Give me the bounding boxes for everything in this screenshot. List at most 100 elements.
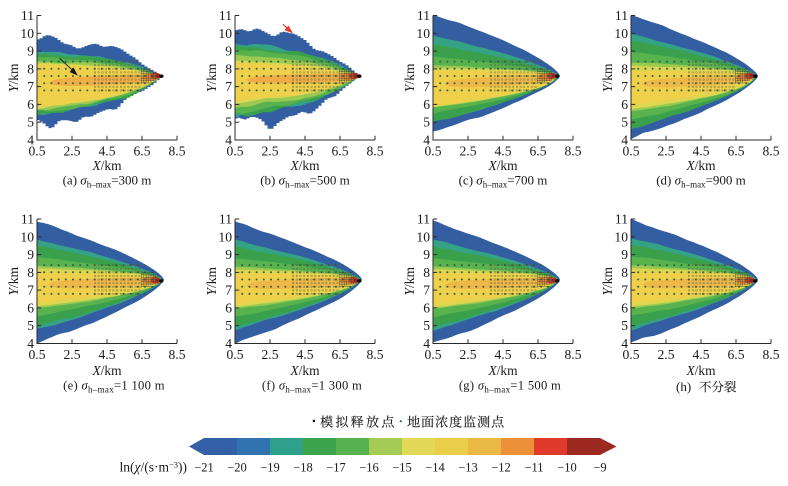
svg-text:11: 11 <box>21 212 34 227</box>
svg-text:X/km: X/km <box>685 158 716 173</box>
svg-text:9: 9 <box>27 247 34 262</box>
svg-text:Y/km: Y/km <box>6 266 21 295</box>
svg-text:8.5: 8.5 <box>565 144 582 159</box>
svg-text:Y/km: Y/km <box>6 63 21 92</box>
svg-text:10: 10 <box>218 229 232 244</box>
svg-text:8.5: 8.5 <box>763 144 780 159</box>
svg-text:4.5: 4.5 <box>297 144 314 159</box>
svg-text:4: 4 <box>621 133 628 148</box>
svg-text:2.5: 2.5 <box>64 347 81 362</box>
svg-text:6: 6 <box>621 97 628 112</box>
svg-text:9: 9 <box>621 247 628 262</box>
svg-text:8: 8 <box>621 265 628 280</box>
svg-text:6.5: 6.5 <box>728 144 745 159</box>
svg-text:2.5: 2.5 <box>64 144 81 159</box>
svg-text:10: 10 <box>218 26 232 41</box>
svg-text:10: 10 <box>20 26 34 41</box>
svg-text:6.5: 6.5 <box>134 347 151 362</box>
svg-text:5: 5 <box>225 115 232 130</box>
svg-text:8.5: 8.5 <box>367 347 384 362</box>
svg-text:5: 5 <box>423 318 430 333</box>
svg-text:4.5: 4.5 <box>99 347 116 362</box>
svg-text:−11: −11 <box>524 460 543 474</box>
svg-text:7: 7 <box>621 79 628 94</box>
svg-text:8: 8 <box>27 61 34 76</box>
svg-text:6: 6 <box>423 300 430 315</box>
svg-text:8.5: 8.5 <box>565 347 582 362</box>
svg-text:2.5: 2.5 <box>658 144 675 159</box>
svg-text:−21: −21 <box>194 460 214 474</box>
svg-text:11: 11 <box>615 212 628 227</box>
svg-text:4.5: 4.5 <box>693 144 710 159</box>
svg-text:8: 8 <box>423 61 430 76</box>
svg-text:Y/km: Y/km <box>204 63 219 92</box>
svg-text:6.5: 6.5 <box>332 347 349 362</box>
svg-text:4: 4 <box>27 133 34 148</box>
svg-text:11: 11 <box>417 8 430 23</box>
svg-text:(b) σh–max=500 m: (b) σh–max=500 m <box>260 172 350 189</box>
svg-text:9: 9 <box>27 44 34 59</box>
svg-text:4: 4 <box>423 133 430 148</box>
svg-text:5: 5 <box>27 318 34 333</box>
svg-text:6.5: 6.5 <box>728 347 745 362</box>
svg-text:Y/km: Y/km <box>402 266 417 295</box>
svg-text:11: 11 <box>417 212 430 227</box>
svg-text:7: 7 <box>225 79 232 94</box>
svg-text:X/km: X/km <box>91 158 122 173</box>
svg-text:−16: −16 <box>359 460 379 474</box>
svg-text:−10: −10 <box>557 460 577 474</box>
svg-text:(e) σh–max=1 100 m: (e) σh–max=1 100 m <box>63 379 165 395</box>
svg-text:11: 11 <box>219 8 232 23</box>
svg-text:X/km: X/km <box>91 363 122 378</box>
svg-text:8: 8 <box>423 265 430 280</box>
svg-text:X/km: X/km <box>685 363 716 378</box>
svg-text:2.5: 2.5 <box>658 347 675 362</box>
svg-text:0.5: 0.5 <box>425 347 442 362</box>
svg-text:6: 6 <box>423 97 430 112</box>
svg-text:−19: −19 <box>260 460 280 474</box>
svg-text:(g) σh–max=1 500 m: (g) σh–max=1 500 m <box>459 379 561 395</box>
svg-text:11: 11 <box>21 8 34 23</box>
svg-text:0.5: 0.5 <box>29 144 46 159</box>
svg-text:Y/km: Y/km <box>204 266 219 295</box>
svg-text:−12: −12 <box>491 460 511 474</box>
svg-text:4.5: 4.5 <box>495 144 512 159</box>
svg-text:8.5: 8.5 <box>763 347 780 362</box>
svg-text:6: 6 <box>225 300 232 315</box>
svg-text:4.5: 4.5 <box>297 347 314 362</box>
svg-text:9: 9 <box>423 44 430 59</box>
svg-text:6: 6 <box>621 300 628 315</box>
svg-text:9: 9 <box>423 247 430 262</box>
svg-text:10: 10 <box>416 26 430 41</box>
svg-text:4: 4 <box>225 133 232 148</box>
svg-text:(a) σh–max=300 m: (a) σh–max=300 m <box>63 172 152 189</box>
svg-text:7: 7 <box>27 283 34 298</box>
svg-text:8: 8 <box>225 265 232 280</box>
svg-text:7: 7 <box>27 79 34 94</box>
svg-text:0.5: 0.5 <box>623 144 640 159</box>
svg-text:5: 5 <box>27 115 34 130</box>
svg-text:4: 4 <box>621 336 628 351</box>
svg-text:X/km: X/km <box>289 158 320 173</box>
svg-text:8.5: 8.5 <box>367 144 384 159</box>
svg-text:11: 11 <box>615 8 628 23</box>
svg-text:X/km: X/km <box>487 363 518 378</box>
svg-text:11: 11 <box>219 212 232 227</box>
svg-text:−13: −13 <box>458 460 478 474</box>
svg-text:−17: −17 <box>326 460 346 474</box>
svg-text:Y/km: Y/km <box>600 63 615 92</box>
svg-text:7: 7 <box>621 283 628 298</box>
svg-text:4.5: 4.5 <box>495 347 512 362</box>
svg-text:7: 7 <box>423 283 430 298</box>
svg-text:Y/km: Y/km <box>402 63 417 92</box>
svg-text:(c) σh–max=700 m: (c) σh–max=700 m <box>459 172 548 189</box>
svg-text:5: 5 <box>621 115 628 130</box>
svg-text:10: 10 <box>614 26 628 41</box>
svg-text:5: 5 <box>225 318 232 333</box>
svg-text:X/km: X/km <box>487 158 518 173</box>
svg-text:8: 8 <box>225 61 232 76</box>
svg-text:4: 4 <box>423 336 430 351</box>
svg-text:6.5: 6.5 <box>332 144 349 159</box>
svg-text:2.5: 2.5 <box>262 144 279 159</box>
svg-text:X/km: X/km <box>289 363 320 378</box>
